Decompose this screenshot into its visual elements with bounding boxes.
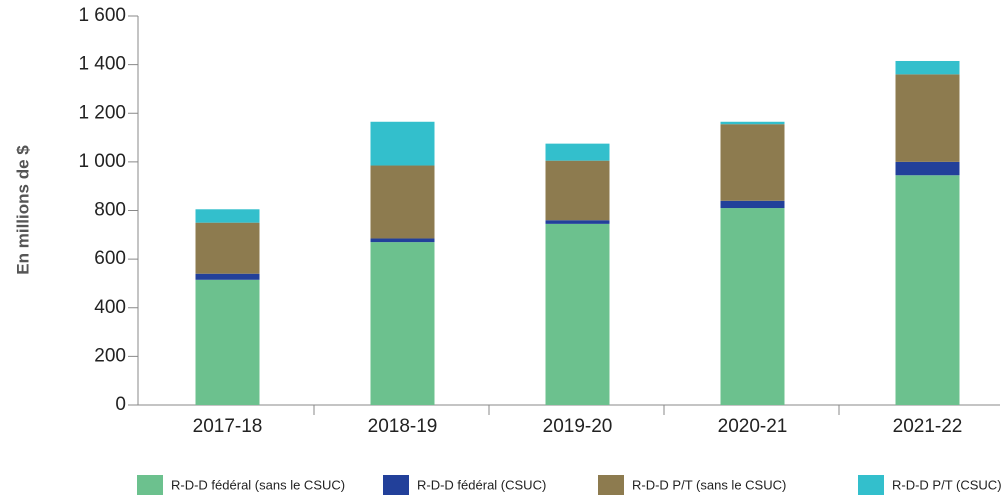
- bar-segment: [895, 74, 960, 162]
- bar-segment: [720, 200, 785, 209]
- bar-segment: [195, 279, 260, 405]
- bar-segment: [720, 124, 785, 201]
- bar-segment: [195, 273, 260, 280]
- bar-segment: [370, 165, 435, 239]
- legend-label: R-D-D fédéral (sans le CSUC): [171, 477, 345, 492]
- bar-segment: [545, 223, 610, 405]
- y-tick-label: 1 200: [78, 102, 126, 123]
- y-tick-label: 0: [115, 394, 126, 415]
- bar-segment: [370, 238, 435, 243]
- y-tick-label: 1 000: [78, 151, 126, 172]
- legend-swatch: [858, 475, 884, 495]
- x-tick-label: 2019-20: [543, 416, 613, 437]
- y-tick-label: 1 600: [78, 5, 126, 26]
- y-tick-label: 1 400: [78, 54, 126, 75]
- x-tick-label: 2017-18: [193, 416, 263, 437]
- legend-label: R-D-D P/T (sans le CSUC): [632, 477, 786, 492]
- x-tick-label: 2020-21: [718, 416, 788, 437]
- y-axis-label: En millions de $: [13, 145, 32, 275]
- bar-segment: [720, 121, 785, 125]
- bar-segment: [895, 60, 960, 75]
- legend-label: R-D-D fédéral (CSUC): [417, 477, 546, 492]
- x-tick-label: 2018-19: [368, 416, 438, 437]
- x-tick-label: 2021-22: [893, 416, 963, 437]
- bar-segment: [370, 242, 435, 405]
- bar-segment: [720, 208, 785, 405]
- bar-segment: [545, 220, 610, 224]
- bar-segment: [370, 121, 435, 166]
- y-tick-label: 800: [94, 200, 126, 221]
- bar-segment: [895, 175, 960, 405]
- legend-swatch: [598, 475, 624, 495]
- legend-swatch: [137, 475, 163, 495]
- y-tick-label: 400: [94, 297, 126, 318]
- bar-segment: [895, 161, 960, 176]
- bar-segment: [195, 209, 260, 223]
- legend-swatch: [383, 475, 409, 495]
- y-tick-label: 600: [94, 248, 126, 269]
- y-tick-label: 200: [94, 345, 126, 366]
- bar-segment: [545, 143, 610, 161]
- bar-segment: [195, 222, 260, 274]
- bar-segment: [545, 160, 610, 221]
- legend-label: R-D-D P/T (CSUC): [892, 477, 1002, 492]
